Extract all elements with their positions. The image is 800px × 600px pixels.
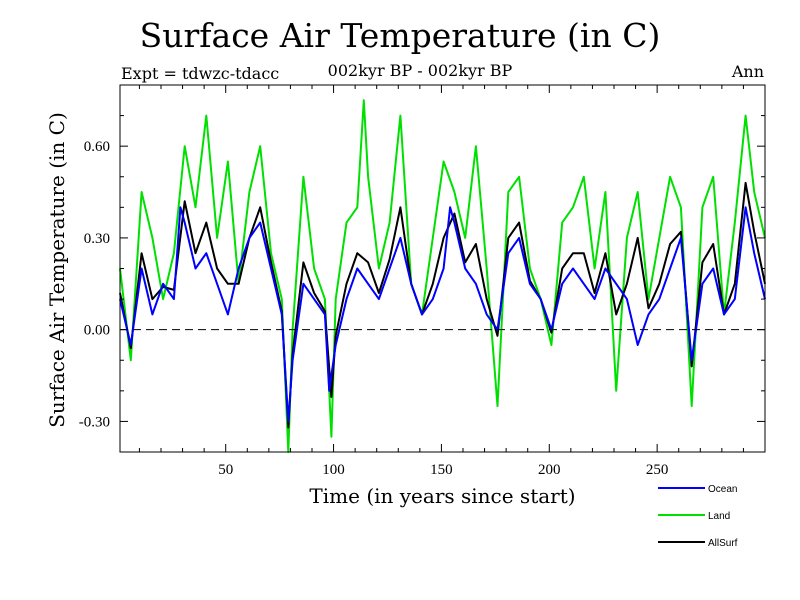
x-tick-label: 250	[646, 462, 669, 478]
series-line-land	[119, 99, 766, 453]
series-line-ocean	[119, 206, 766, 423]
x-tick-label: 50	[218, 462, 233, 478]
x-tick-label: 100	[322, 462, 345, 478]
x-tick-label: 200	[538, 462, 561, 478]
series-line-allsurf	[119, 181, 766, 429]
ticks-layer: 50 100 150 200 250 -0.30 0.00 0.30 0.60	[79, 85, 765, 478]
y-tick-label: 0.60	[84, 139, 110, 155]
period-label: Ann	[731, 62, 764, 81]
x-tick-label: 150	[430, 462, 453, 478]
series-layer	[119, 99, 766, 453]
legend-label-land: Land	[708, 511, 730, 522]
legend: Ocean Land AllSurf	[658, 484, 738, 549]
legend-label-ocean: Ocean	[708, 484, 737, 495]
chart-title: Surface Air Temperature (in C)	[139, 16, 661, 55]
y-tick-label: 0.00	[84, 323, 110, 339]
y-tick-label: -0.30	[79, 414, 110, 430]
legend-label-allsurf: AllSurf	[708, 538, 738, 549]
chart-subtitle: 002kyr BP - 002kyr BP	[327, 61, 513, 80]
y-tick-label: 0.30	[84, 231, 110, 247]
experiment-label: Expt = tdwzc-tdacc	[121, 64, 280, 83]
x-axis-label: Time (in years since start)	[309, 484, 576, 508]
